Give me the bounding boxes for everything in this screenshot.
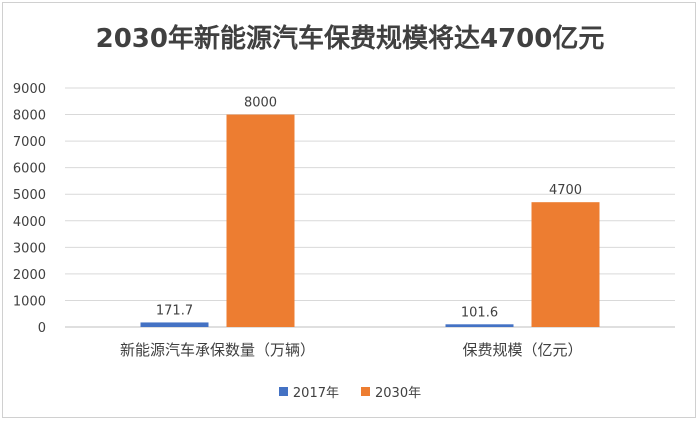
category-label: 保费规模（亿元）: [462, 341, 582, 359]
bar-series-1-cat-2: [445, 324, 514, 327]
legend-item-series-1: 2017年: [278, 382, 339, 401]
chart-legend: 2017年 2030年: [0, 382, 700, 401]
data-label: 8000: [244, 96, 277, 111]
y-tick-label: 1000: [13, 294, 46, 309]
y-tick-label: 0: [38, 321, 46, 336]
y-tick-label: 8000: [13, 109, 46, 124]
y-tick-label: 6000: [13, 162, 46, 177]
data-label: 171.7: [156, 303, 193, 318]
category-label: 新能源汽车承保数量（万辆）: [120, 341, 315, 359]
y-tick-label: 3000: [13, 241, 46, 256]
legend-label-series-1: 2017年: [292, 386, 339, 401]
chart-title: 2030年新能源汽车保费规模将达4700亿元: [95, 24, 605, 54]
legend-swatch-series-2: [361, 387, 370, 396]
y-tick-label: 4000: [13, 215, 46, 230]
data-label: 4700: [549, 183, 582, 198]
bar-series-1-cat-1: [140, 322, 209, 327]
legend-label-series-2: 2030年: [375, 386, 422, 401]
bar-series-2-cat-2: [531, 202, 600, 327]
bar-series-2-cat-1: [226, 114, 295, 327]
y-tick-label: 7000: [13, 135, 46, 150]
legend-item-series-2: 2030年: [361, 382, 421, 401]
y-tick-label: 9000: [13, 82, 46, 97]
data-label: 101.6: [461, 305, 498, 320]
legend-swatch-series-1: [278, 387, 288, 396]
y-tick-label: 5000: [13, 188, 46, 203]
y-tick-label: 2000: [13, 268, 46, 283]
